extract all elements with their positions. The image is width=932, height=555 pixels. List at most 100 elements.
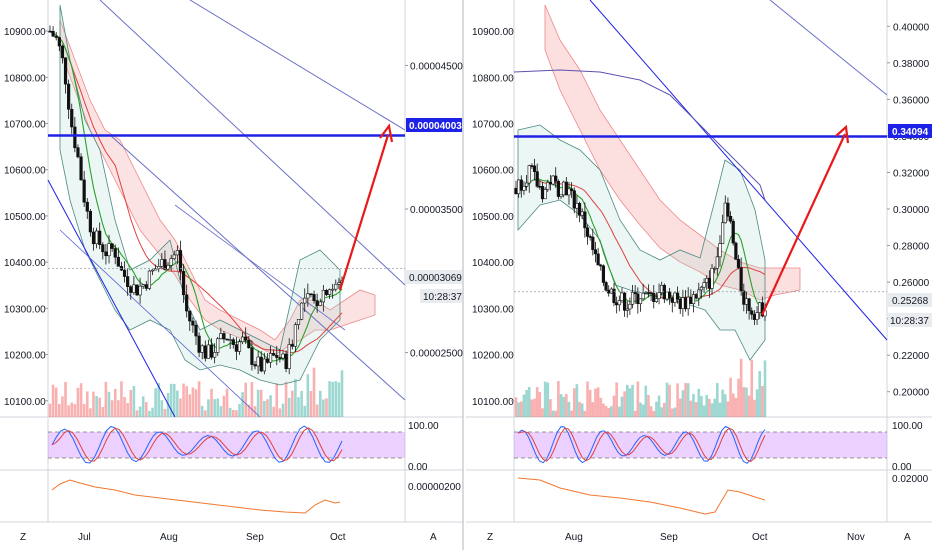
candle-body	[554, 175, 558, 182]
candle-body	[259, 356, 263, 372]
price-tick-label: 10200.00	[472, 351, 514, 362]
volume-bar	[241, 392, 244, 417]
candle-body	[623, 292, 627, 311]
volume-bar	[104, 381, 108, 417]
volume-bar	[51, 384, 55, 417]
right-corner-z[interactable]: Z	[487, 532, 493, 543]
right-x-label-nov: Nov	[847, 532, 865, 543]
volume-bar	[636, 381, 640, 417]
volume-bar	[665, 382, 669, 417]
candle-body	[63, 57, 68, 85]
right-corner-a[interactable]: A	[904, 532, 911, 543]
volume-bar	[157, 383, 161, 417]
candle-body	[185, 294, 189, 312]
volume-bar	[660, 407, 663, 417]
volume-bar	[210, 388, 213, 417]
candle-body	[101, 244, 105, 253]
volume-bar	[718, 402, 722, 417]
candle-body	[135, 284, 139, 296]
volume-bar	[163, 408, 167, 417]
candle-body	[154, 268, 158, 271]
volume-bar	[113, 388, 117, 417]
volume-bar	[269, 395, 272, 417]
volume-bar	[570, 410, 573, 417]
candle-body	[652, 293, 656, 302]
volume-bar	[309, 390, 313, 417]
candle-body	[116, 256, 120, 267]
volume-bar	[135, 410, 139, 417]
left-corner-a[interactable]: A	[430, 532, 437, 543]
volume-bar	[618, 406, 621, 417]
candle-body	[546, 182, 550, 190]
candle-body	[721, 222, 725, 244]
candle-body	[275, 354, 279, 358]
candle-body	[543, 189, 547, 200]
volume-bar	[549, 399, 552, 417]
candle-body	[228, 339, 232, 341]
volume-bar	[692, 393, 695, 417]
volume-bar	[185, 386, 188, 417]
left-lower-tick: 0.00000200	[408, 482, 461, 493]
candle-body	[157, 266, 161, 270]
volume-bar	[58, 403, 61, 417]
left-trendline-inner	[174, 204, 346, 331]
candle-body	[132, 284, 136, 293]
left-corner-z[interactable]: Z	[20, 532, 26, 543]
volume-bar	[639, 402, 642, 417]
volume-bar	[176, 390, 179, 417]
volume-bar	[530, 399, 534, 417]
candle-body	[144, 284, 148, 289]
volume-bar	[328, 381, 331, 417]
volume-bar	[737, 378, 740, 417]
volume-bar	[533, 398, 536, 417]
right-x-label-oct: Oct	[752, 532, 768, 543]
price-tick-label: 10500.00	[472, 212, 514, 223]
volume-bar	[70, 402, 74, 417]
volume-bar	[620, 396, 624, 417]
secondary-tick-label: 0.38000	[893, 59, 930, 70]
volume-bar	[303, 405, 307, 417]
left-trendline-top	[189, 0, 406, 131]
volume-bar	[697, 388, 701, 417]
candle-body	[686, 296, 690, 310]
secondary-tick-label: 0.26000	[893, 278, 930, 289]
volume-bar	[557, 381, 560, 417]
right-timer-tag: 10:28:37	[888, 313, 932, 327]
candle-body	[620, 292, 624, 301]
volume-bar	[107, 391, 111, 417]
left-x-label-aug: Aug	[160, 532, 178, 543]
volume-bar	[763, 360, 767, 417]
right-stoch-k	[517, 425, 766, 464]
candle-body	[604, 282, 608, 291]
left-price-tag: 0.00003069	[406, 270, 462, 284]
candle-body	[755, 312, 759, 320]
volume-bar	[607, 407, 611, 417]
candle-body	[599, 264, 603, 267]
volume-bar	[519, 401, 523, 417]
candle-body	[747, 298, 751, 312]
candle-body	[91, 231, 96, 245]
volume-bar	[172, 384, 176, 417]
candle-body	[739, 267, 743, 292]
volume-bar	[700, 395, 703, 417]
volume-bar	[64, 381, 67, 417]
left-projection-arrow	[338, 134, 390, 291]
volume-bar	[318, 390, 322, 417]
volume-bar	[101, 407, 105, 417]
volume-bar	[702, 405, 706, 417]
candle-body	[705, 277, 709, 283]
candle-body	[641, 292, 645, 300]
candle-body	[617, 300, 621, 306]
candle-body	[253, 364, 257, 367]
left-x-label-oct: Oct	[330, 532, 346, 543]
volume-bar	[596, 387, 600, 417]
candle-body	[54, 35, 58, 38]
candle-body	[321, 290, 325, 303]
candle-body	[575, 203, 579, 209]
volume-bar	[98, 397, 102, 417]
candle-body	[303, 297, 307, 304]
volume-bar	[278, 408, 282, 417]
candle-body	[628, 303, 632, 310]
volume-bar	[655, 401, 658, 417]
